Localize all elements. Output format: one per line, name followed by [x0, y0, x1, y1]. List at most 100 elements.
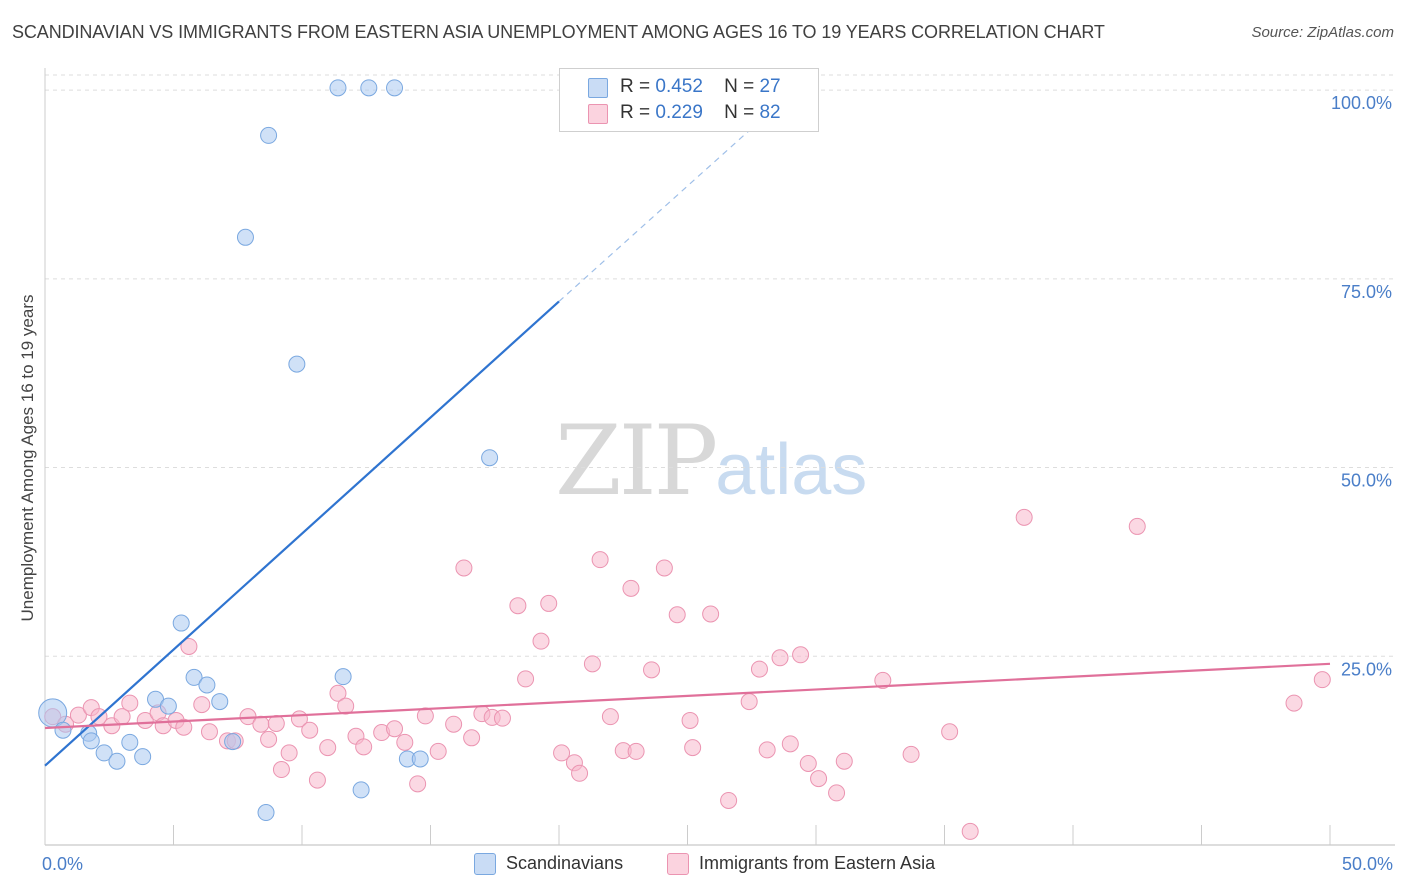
x-tick-label: 50.0%: [1342, 854, 1393, 874]
data-point-eastern-asia: [591, 551, 609, 569]
data-point-eastern-asia: [301, 721, 319, 739]
data-point-eastern-asia: [429, 742, 447, 760]
data-point-scandinavians: [159, 697, 177, 715]
data-point-eastern-asia: [771, 649, 789, 667]
data-point-eastern-asia: [702, 605, 720, 623]
data-point-eastern-asia: [571, 764, 589, 782]
data-point-eastern-asia: [319, 739, 337, 757]
data-point-eastern-asia: [540, 594, 558, 612]
data-point-eastern-asia: [961, 822, 979, 840]
data-point-eastern-asia: [252, 715, 270, 733]
y-tick-label: 25.0%: [1341, 659, 1392, 679]
data-point-eastern-asia: [308, 771, 326, 789]
data-point-scandinavians: [481, 449, 499, 467]
data-point-eastern-asia: [781, 735, 799, 753]
data-point-eastern-asia: [517, 670, 535, 688]
data-point-eastern-asia: [463, 729, 481, 747]
data-point-scandinavians: [334, 668, 352, 686]
trendline-scandinavians-extension: [558, 104, 778, 302]
data-point-eastern-asia: [601, 708, 619, 726]
data-point-eastern-asia: [799, 754, 817, 772]
data-point-scandinavians: [260, 126, 278, 144]
chart-title: SCANDINAVIAN VS IMMIGRANTS FROM EASTERN …: [12, 22, 1105, 42]
legend-label-scandinavians: Scandinavians: [506, 853, 624, 873]
y-tick-label: 100.0%: [1331, 93, 1392, 113]
data-point-eastern-asia: [810, 770, 828, 788]
legend-swatch-scandinavians: [588, 78, 608, 98]
legend-swatch-scandinavians: [474, 853, 496, 875]
r-value: 0.452: [655, 76, 703, 97]
data-point-eastern-asia: [750, 660, 768, 678]
r-label: R =: [620, 76, 651, 97]
data-point-eastern-asia: [532, 632, 550, 650]
data-point-eastern-asia: [1313, 671, 1331, 689]
data-point-scandinavians: [54, 721, 72, 739]
legend-label-eastern-asia: Immigrants from Eastern Asia: [699, 853, 936, 873]
data-point-eastern-asia: [280, 744, 298, 762]
y-tick-label: 75.0%: [1341, 282, 1392, 302]
legend-stats-scandinavians: R = 0.452 N = 27: [620, 76, 781, 98]
data-point-scandinavians: [386, 79, 404, 97]
data-point-eastern-asia: [622, 579, 640, 597]
data-point-scandinavians: [211, 693, 229, 711]
data-point-scandinavians: [352, 781, 370, 799]
legend-stats-eastern-asia: R = 0.229 N = 82: [620, 102, 781, 124]
data-point-scandinavians: [121, 733, 139, 751]
trendline-eastern-asia: [44, 662, 1331, 730]
n-value: 82: [759, 102, 781, 123]
data-point-eastern-asia: [267, 714, 285, 732]
data-point-eastern-asia: [260, 730, 278, 748]
data-point-eastern-asia: [740, 693, 758, 711]
r-value: 0.229: [655, 102, 703, 123]
data-point-eastern-asia: [1285, 694, 1303, 712]
watermark-atlas: atlas: [715, 430, 868, 510]
data-point-eastern-asia: [792, 646, 810, 664]
y-tick-label: 50.0%: [1341, 471, 1392, 491]
data-point-eastern-asia: [175, 718, 193, 736]
data-point-eastern-asia: [681, 711, 699, 729]
data-point-scandinavians: [134, 748, 152, 766]
data-point-eastern-asia: [337, 697, 355, 715]
data-point-eastern-asia: [445, 715, 463, 733]
data-point-eastern-asia: [386, 720, 404, 738]
data-point-eastern-asia: [1128, 517, 1146, 535]
data-point-eastern-asia: [627, 742, 645, 760]
n-value: 27: [759, 76, 781, 97]
data-point-scandinavians: [257, 804, 275, 822]
data-point-eastern-asia: [69, 706, 87, 724]
data-point-eastern-asia: [200, 723, 218, 741]
data-point-eastern-asia: [329, 684, 347, 702]
data-point-scandinavians: [411, 750, 429, 768]
data-point-scandinavians: [360, 79, 378, 97]
data-point-eastern-asia: [396, 733, 414, 751]
data-point-scandinavians: [329, 79, 347, 97]
data-point-scandinavians: [95, 744, 113, 762]
data-point-eastern-asia: [835, 752, 853, 770]
data-point-scandinavians: [224, 733, 242, 751]
x-tick-label: 0.0%: [42, 854, 83, 874]
data-point-eastern-asia: [583, 655, 601, 673]
data-point-eastern-asia: [409, 775, 427, 793]
data-point-eastern-asia: [272, 761, 290, 779]
correlation-legend: R = 0.452 N = 27 R = 0.229 N = 82: [559, 68, 819, 132]
data-point-scandinavians: [172, 614, 190, 632]
legend-swatch-eastern-asia: [588, 104, 608, 124]
trendline-scandinavians: [44, 300, 560, 767]
data-point-scandinavians: [288, 355, 306, 373]
data-point-eastern-asia: [941, 723, 959, 741]
data-point-eastern-asia: [455, 559, 473, 577]
data-point-scandinavians: [198, 676, 216, 694]
data-point-scandinavians: [236, 228, 254, 246]
data-point-eastern-asia: [493, 709, 511, 727]
watermark-zip: ZIP: [555, 405, 718, 517]
data-point-scandinavians: [82, 732, 100, 750]
data-point-eastern-asia: [121, 694, 139, 712]
data-point-scandinavians: [185, 668, 203, 686]
legend-swatch-eastern-asia: [667, 853, 689, 875]
data-point-eastern-asia: [553, 744, 571, 762]
r-label: R =: [620, 102, 651, 123]
data-point-eastern-asia: [684, 739, 702, 757]
data-point-eastern-asia: [902, 745, 920, 763]
n-label: N =: [724, 102, 755, 123]
